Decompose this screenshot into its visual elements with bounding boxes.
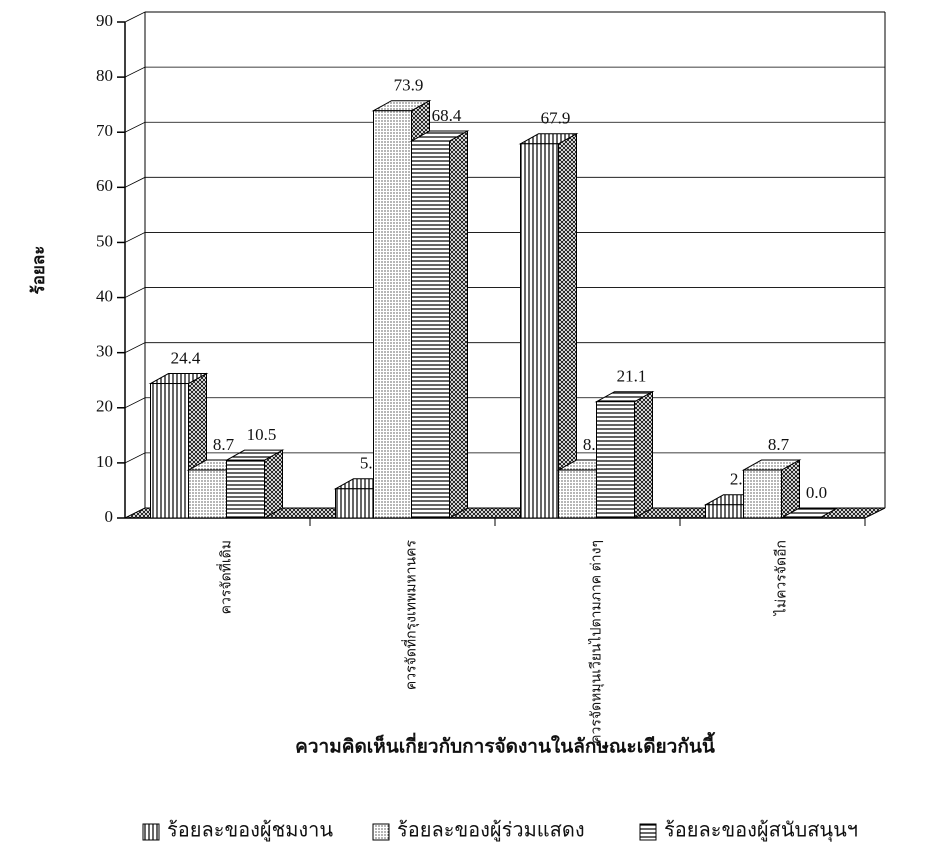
- y-tick-label: 80: [96, 66, 113, 85]
- bar: [743, 469, 782, 519]
- bar-side: [558, 132, 577, 519]
- grid-line: [124, 66, 885, 78]
- legend-label: ร้อยละของผู้สนับสนุนฯ: [664, 820, 858, 843]
- value-label: 0.0: [806, 483, 827, 502]
- legend-label: ร้อยละของผู้ชมงาน: [167, 820, 333, 843]
- legend-label: ร้อยละของผู้ร่วมแสดง: [397, 820, 585, 843]
- bar: [596, 401, 635, 519]
- y-axis-title: ร้อยละ: [29, 246, 48, 295]
- y-tick-label: 0: [105, 507, 114, 526]
- bar: [335, 488, 374, 519]
- y-tick-label: 20: [96, 397, 113, 416]
- legend-swatch: [639, 823, 657, 841]
- bar-top: [779, 507, 840, 519]
- y-tick-label: 90: [96, 11, 113, 30]
- legend-swatch: [142, 823, 160, 841]
- value-label: 21.1: [617, 367, 647, 386]
- bar: [558, 469, 597, 519]
- bar: [520, 143, 559, 519]
- x-tick-label: ควรจัดหมุนเวียนไปตามภาค ต่างๆ: [588, 540, 605, 744]
- bar-side: [449, 130, 468, 519]
- legend-swatch: [372, 823, 390, 841]
- y-tick-label: 10: [96, 452, 113, 471]
- value-label: 24.4: [171, 348, 201, 367]
- x-tick-label: ไม่ควรจัดอีก: [773, 540, 790, 616]
- x-axis-title: ความคิดเห็นเกี่ยวกับการจัดงานในลักษณะเดี…: [295, 731, 716, 757]
- y-tick-label: 30: [96, 342, 113, 361]
- grid-line: [124, 232, 885, 243]
- value-label: 67.9: [541, 109, 571, 128]
- grid-line: [124, 121, 885, 133]
- bar-side: [264, 449, 283, 519]
- bar: [705, 504, 744, 519]
- value-label: 10.5: [247, 425, 277, 444]
- bar: [150, 383, 189, 519]
- grid-line: [124, 342, 885, 354]
- y-tick-label: 50: [96, 231, 113, 250]
- value-label: 68.4: [432, 106, 462, 125]
- x-tick-label: ควรจัดที่เดิม: [217, 540, 235, 614]
- y-tick-label: 70: [96, 121, 113, 140]
- bar-side: [634, 390, 653, 519]
- value-label: 8.7: [213, 435, 235, 454]
- x-tick-label: ควรจัดที่กรุงเทพมหานคร: [402, 540, 420, 691]
- grid-line: [124, 397, 885, 409]
- y-tick-label: 60: [96, 176, 113, 195]
- grid-line: [124, 176, 885, 188]
- value-label: 73.9: [394, 76, 424, 95]
- grid-line: [124, 11, 885, 23]
- bar: [373, 110, 412, 519]
- value-label: 8.7: [768, 435, 790, 454]
- y-tick-label: 40: [96, 286, 113, 305]
- grid-line: [124, 287, 885, 298]
- bar: [226, 459, 265, 519]
- bar: [188, 469, 227, 519]
- bar: [411, 140, 450, 519]
